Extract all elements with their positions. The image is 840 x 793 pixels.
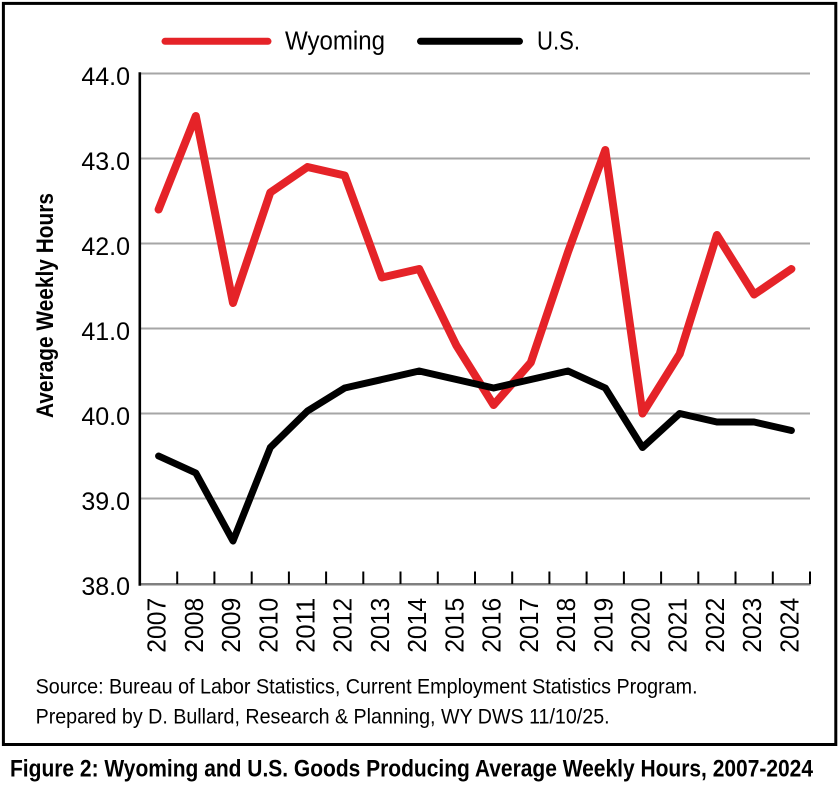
svg-text:Average Weekly Hours: Average Weekly Hours <box>32 193 59 418</box>
svg-text:2008: 2008 <box>179 598 209 653</box>
svg-text:41.0: 41.0 <box>81 318 130 346</box>
svg-text:Source: Bureau of Labor Statis: Source: Bureau of Labor Statistics, Curr… <box>36 676 698 699</box>
svg-text:2019: 2019 <box>588 598 618 653</box>
svg-text:38.0: 38.0 <box>81 573 130 601</box>
svg-text:39.0: 39.0 <box>81 488 130 516</box>
svg-text:2013: 2013 <box>365 598 395 653</box>
svg-text:2014: 2014 <box>402 598 432 653</box>
svg-text:2012: 2012 <box>328 598 358 653</box>
svg-text:Prepared by D. Bullard, Resear: Prepared by D. Bullard, Research & Plann… <box>36 705 610 728</box>
svg-text:2018: 2018 <box>551 598 581 653</box>
svg-text:Figure 2: Wyoming and U.S. Goo: Figure 2: Wyoming and U.S. Goods Produci… <box>10 755 814 782</box>
svg-text:2017: 2017 <box>514 598 544 653</box>
svg-text:2022: 2022 <box>700 598 730 653</box>
svg-text:44.0: 44.0 <box>81 63 130 91</box>
svg-text:2023: 2023 <box>737 598 767 653</box>
svg-text:42.0: 42.0 <box>81 233 130 261</box>
svg-text:Wyoming: Wyoming <box>285 27 385 55</box>
svg-text:2020: 2020 <box>626 598 656 653</box>
svg-text:40.0: 40.0 <box>81 403 130 431</box>
svg-text:2016: 2016 <box>477 598 507 653</box>
svg-text:2009: 2009 <box>216 598 246 653</box>
svg-text:2024: 2024 <box>774 598 804 653</box>
svg-text:U.S.: U.S. <box>537 27 580 55</box>
svg-text:2010: 2010 <box>253 598 283 653</box>
svg-text:43.0: 43.0 <box>81 148 130 176</box>
svg-text:2021: 2021 <box>663 598 693 653</box>
svg-text:2011: 2011 <box>291 598 321 653</box>
svg-text:2007: 2007 <box>142 598 172 653</box>
svg-text:2015: 2015 <box>439 598 469 653</box>
